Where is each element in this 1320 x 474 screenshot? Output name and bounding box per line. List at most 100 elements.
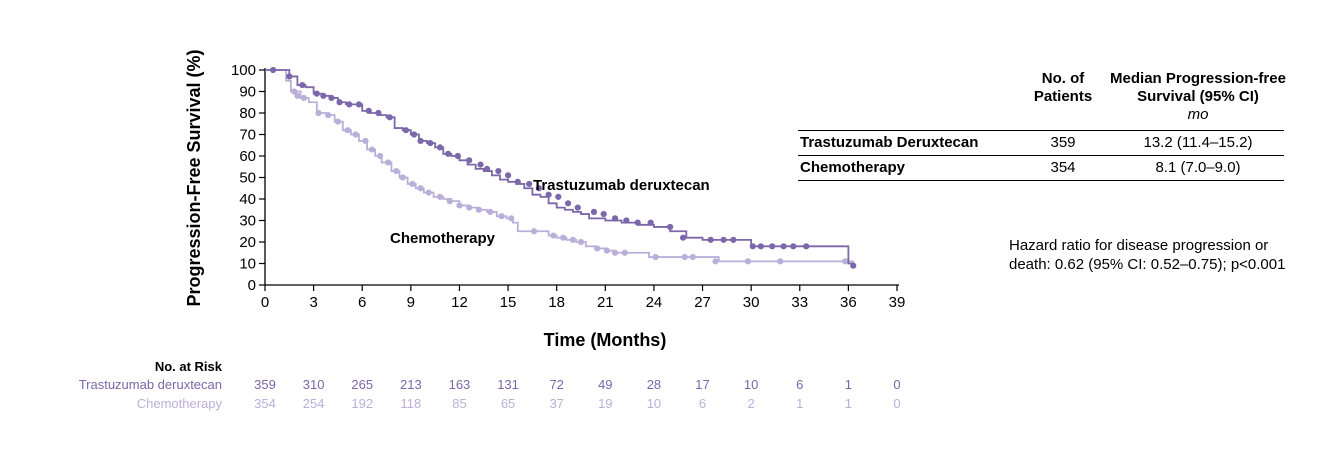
x-tick-label: 39 [889, 294, 906, 311]
risk-count: 10 [743, 377, 759, 392]
risk-table: No. at Risk Trastuzumab deruxtecan 359 31… [0, 355, 920, 415]
censor-mark-chemo [300, 94, 307, 102]
series-label-chemo: Chemotherapy [390, 230, 496, 247]
censor-mark-tdxd [803, 243, 810, 250]
row-patients: 354 [1050, 159, 1076, 176]
censor-mark-chemo [409, 180, 416, 188]
censor-mark-tdxd [679, 234, 687, 241]
risk-count: 1 [844, 396, 852, 411]
censor-mark-chemo [487, 208, 494, 215]
x-tick-label: 24 [646, 294, 663, 311]
censor-mark-chemo [475, 206, 483, 213]
censor-mark-tdxd [647, 219, 654, 226]
censor-mark-tdxd [707, 236, 714, 243]
x-axis-title: Time (Months) [544, 330, 667, 350]
row-name: Trastuzumab Deruxtecan [800, 134, 979, 151]
summary-table: No. of Patients Median Progression-free … [798, 70, 1286, 181]
censor-mark-chemo [777, 258, 784, 265]
risk-count: 254 [302, 396, 325, 411]
row-median: 13.2 (11.4–15.2) [1143, 134, 1253, 151]
risk-count: 10 [646, 396, 662, 411]
y-tick-label: 80 [239, 105, 256, 122]
x-tick-label: 27 [694, 294, 711, 311]
censor-mark-tdxd [427, 140, 434, 147]
censor-mark-chemo [417, 185, 424, 192]
risk-row-chemo: Chemotherapy 354 254 192 118 85 65 37 19 10 6 2 1 1 0 [0, 396, 920, 414]
x-tick-label: 6 [358, 294, 366, 311]
censor-mark-chemo [530, 228, 538, 235]
censor-mark-chemo [842, 258, 849, 265]
censor-mark-chemo [594, 245, 601, 252]
censor-mark-chemo [466, 204, 473, 211]
risk-count: 192 [351, 396, 374, 411]
censor-mark-chemo [652, 253, 659, 261]
risk-table-title: No. at Risk [154, 359, 222, 374]
y-tick-label: 30 [239, 213, 256, 230]
x-tick-label: 30 [743, 294, 760, 311]
header-median-unit: mo [1187, 106, 1209, 123]
censor-mark-chemo [577, 238, 585, 246]
x-tick-label: 12 [451, 294, 468, 311]
censor-mark-chemo [325, 112, 332, 119]
censor-mark-tdxd [555, 193, 562, 200]
censor-mark-chemo [681, 253, 688, 261]
y-tick-label: 50 [239, 170, 256, 187]
risk-count: 0 [893, 396, 901, 411]
censor-mark-chemo [385, 159, 392, 166]
censor-mark-chemo [498, 213, 505, 220]
censor-mark-tdxd [355, 101, 363, 108]
censor-mark-tdxd [667, 223, 674, 231]
y-tick-label: 70 [239, 127, 256, 144]
risk-count: 163 [448, 377, 471, 392]
censor-mark-tdxd [346, 101, 353, 108]
risk-count: 28 [646, 377, 662, 392]
censor-mark-tdxd [417, 137, 424, 145]
plot-area: 0 3 6 9 12 15 18 21 24 27 30 33 36 390102030405060708… [231, 62, 905, 311]
censor-mark-tdxd [445, 150, 452, 157]
censor-mark-chemo [508, 215, 515, 222]
risk-row-tdxd: Trastuzumab deruxtecan 359 310 265 213 163 13… [0, 377, 920, 395]
header-median-text: Median Progression-free Survival (95% CI… [1110, 70, 1286, 105]
y-tick-label: 0 [248, 277, 256, 294]
y-tick-label: 60 [239, 148, 256, 165]
censor-mark-tdxd [286, 73, 293, 80]
censor-mark-tdxd [299, 81, 306, 89]
censor-mark-chemo [344, 127, 351, 134]
header-patients: No. of Patients [1033, 70, 1093, 105]
risk-count: 19 [598, 396, 613, 411]
risk-row-label: Trastuzumab deruxtecan [78, 377, 222, 392]
censor-mark-tdxd [769, 243, 776, 250]
censor-mark-tdxd [720, 236, 727, 243]
censor-mark-chemo [560, 234, 567, 241]
censor-mark-tdxd [730, 236, 737, 243]
x-tick-label: 21 [597, 294, 614, 311]
censor-mark-chemo [611, 249, 619, 256]
censor-mark-tdxd [757, 243, 764, 250]
risk-count: 2 [747, 396, 755, 411]
x-tick-label: 33 [791, 294, 808, 311]
censor-mark-tdxd [514, 178, 521, 185]
censor-mark-tdxd [270, 66, 277, 74]
censor-mark-tdxd [454, 152, 461, 160]
y-tick-label: 10 [239, 256, 256, 273]
risk-count: 359 [254, 377, 276, 392]
censor-mark-chemo [603, 247, 611, 254]
censor-mark-chemo [436, 193, 444, 200]
risk-count: 1 [844, 377, 852, 392]
censor-mark-chemo [376, 152, 384, 160]
risk-count: 1 [796, 396, 804, 411]
censor-mark-chemo [294, 92, 301, 99]
censor-mark-chemo [425, 189, 432, 196]
row-median: 8.1 (7.0–9.0) [1155, 159, 1241, 176]
x-tick-label: 36 [840, 294, 857, 311]
censor-mark-tdxd [336, 99, 343, 106]
y-tick-label: 100 [231, 62, 256, 79]
censor-mark-tdxd [850, 262, 857, 269]
censor-mark-chemo [315, 109, 322, 117]
km-chart: 0 3 6 9 12 15 18 21 24 27 30 33 36 390102030405060708… [184, 49, 905, 350]
censor-mark-chemo [446, 198, 453, 205]
censor-mark-chemo [569, 236, 576, 243]
censor-mark-tdxd [564, 200, 572, 207]
censor-mark-tdxd [495, 167, 502, 175]
censor-mark-chemo [393, 167, 400, 175]
